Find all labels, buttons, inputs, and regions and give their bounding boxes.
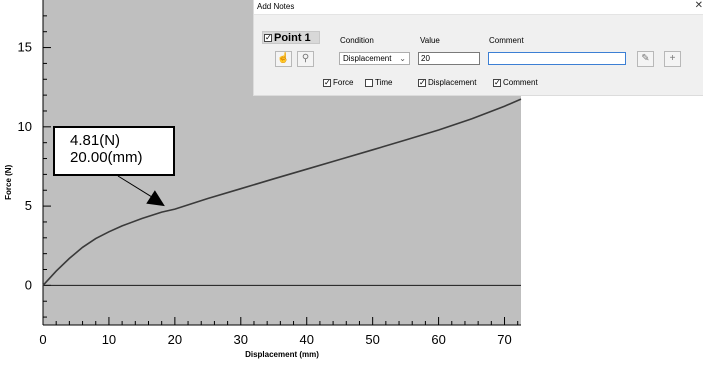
x-tick-label: 50 — [365, 332, 379, 347]
dialog-titlebar: Add Notes ✕ — [254, 0, 703, 14]
annotation-arrow-head — [146, 190, 165, 207]
comment-check[interactable]: Comment — [493, 78, 538, 87]
x-tick-label: 20 — [168, 332, 182, 347]
eraser-button[interactable]: ✎ — [637, 51, 654, 67]
comment-input[interactable] — [488, 52, 626, 65]
displacement-check[interactable]: Displacement — [418, 78, 476, 87]
displacement-checkbox[interactable] — [418, 78, 426, 87]
hand-pointer-icon: ☝ — [277, 53, 290, 64]
plus-icon: + — [669, 53, 676, 64]
zoom-button[interactable]: ⚲ — [297, 51, 314, 67]
annotation-box: 4.81(N) 20.00(mm) — [53, 126, 175, 176]
add-point-button[interactable]: + — [664, 51, 681, 67]
x-tick-label: 70 — [497, 332, 511, 347]
point-1-checkbox[interactable] — [264, 34, 272, 42]
x-axis-title: Displacement (mm) — [245, 350, 319, 359]
y-axis-title: Force (N) — [4, 164, 13, 199]
y-tick-label: 10 — [18, 119, 32, 134]
force-check-label: Force — [333, 78, 354, 88]
titlebar-divider — [254, 14, 703, 15]
time-check[interactable]: Time — [365, 78, 392, 87]
axis-ticks — [42, 0, 521, 326]
force-checkbox[interactable] — [323, 78, 331, 87]
series-line — [42, 98, 522, 286]
y-tick-label: 0 — [25, 277, 32, 292]
condition-label: Condition — [340, 36, 374, 45]
annotation-force: 4.81(N) — [70, 132, 121, 149]
x-tick-label: 10 — [102, 332, 116, 347]
point-1-label: Point 1 — [274, 32, 311, 44]
x-tick-label: 40 — [299, 332, 313, 347]
magnifier-icon: ⚲ — [301, 53, 310, 64]
dialog-title: Add Notes — [257, 2, 295, 11]
tick-labels: 0 10 20 30 40 50 60 70 0 5 10 15 — [18, 40, 512, 347]
time-check-label: Time — [375, 78, 393, 88]
x-tick-label: 0 — [39, 332, 46, 347]
x-tick-label: 60 — [431, 332, 445, 347]
comment-label: Comment — [489, 36, 524, 45]
value-input[interactable]: 20 — [418, 52, 480, 65]
point-1-header[interactable]: Point 1 — [262, 31, 320, 44]
eraser-icon: ✎ — [641, 53, 650, 64]
add-notes-dialog: Add Notes ✕ Point 1 ☝ ⚲ Condition Value … — [253, 0, 703, 96]
annotation-displacement: 20.00(mm) — [70, 149, 143, 166]
time-checkbox[interactable] — [365, 78, 373, 87]
displacement-check-label: Displacement — [428, 78, 477, 88]
y-tick-label: 15 — [18, 40, 32, 55]
condition-value: Displacement — [343, 54, 392, 63]
comment-checkbox[interactable] — [493, 78, 501, 87]
force-check[interactable]: Force — [323, 78, 353, 87]
comment-check-label: Comment — [503, 78, 538, 88]
annotation-arrow-line — [117, 175, 158, 201]
value-label: Value — [420, 36, 440, 45]
x-tick-label: 30 — [234, 332, 248, 347]
y-tick-label: 5 — [25, 198, 32, 213]
close-icon[interactable]: ✕ — [694, 0, 703, 11]
chevron-down-icon: ⌄ — [399, 54, 406, 63]
pick-point-button[interactable]: ☝ — [275, 51, 292, 67]
condition-select[interactable]: Displacement ⌄ — [339, 52, 410, 65]
